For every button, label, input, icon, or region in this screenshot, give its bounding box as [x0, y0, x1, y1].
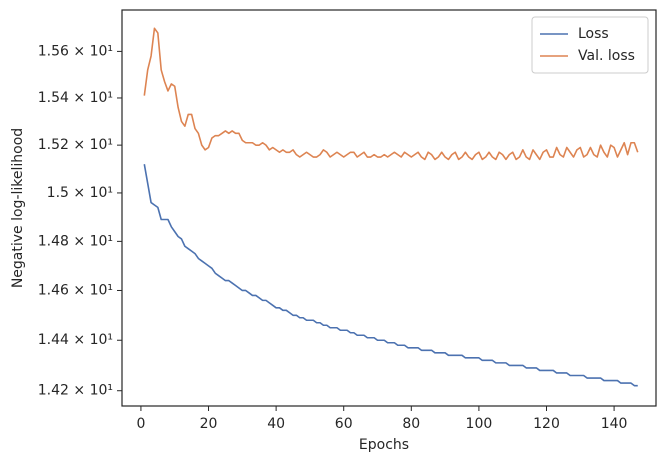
- y-tick-label: 1.54 × 10¹: [38, 90, 113, 106]
- x-tick-label: 100: [466, 416, 493, 432]
- y-tick-label: 1.56 × 10¹: [38, 43, 113, 59]
- line-series: [143, 164, 638, 387]
- y-tick-label: 1.52 × 10¹: [38, 137, 113, 153]
- x-tick-label: 80: [402, 416, 420, 432]
- y-axis-label: Negative log-likelihood: [10, 128, 26, 288]
- line-series: [143, 27, 639, 161]
- x-tick-label: 0: [136, 416, 145, 432]
- y-tick-label: 1.5 × 10¹: [47, 185, 113, 201]
- x-tick-label: 60: [335, 416, 353, 432]
- y-tick-label: 1.48 × 10¹: [38, 233, 113, 249]
- legend-box: [531, 16, 649, 74]
- y-tick-label: 1.46 × 10¹: [38, 282, 113, 298]
- legend-label: Val. loss: [578, 48, 635, 64]
- x-tick-label: 40: [267, 416, 285, 432]
- plot-frame: [121, 9, 657, 407]
- y-tick-label: 1.44 × 10¹: [38, 332, 113, 348]
- y-tick-label: 1.42 × 10¹: [38, 383, 113, 399]
- x-tick-label: 140: [601, 416, 628, 432]
- x-tick-label: 20: [200, 416, 218, 432]
- legend-label: Loss: [578, 26, 609, 42]
- x-axis-label: Epochs: [359, 437, 409, 453]
- x-tick-label: 120: [533, 416, 560, 432]
